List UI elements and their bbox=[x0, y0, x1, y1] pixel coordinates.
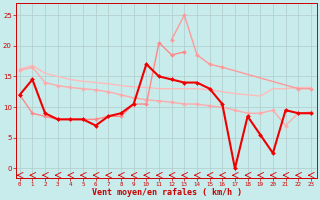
X-axis label: Vent moyen/en rafales ( km/h ): Vent moyen/en rafales ( km/h ) bbox=[92, 188, 242, 197]
